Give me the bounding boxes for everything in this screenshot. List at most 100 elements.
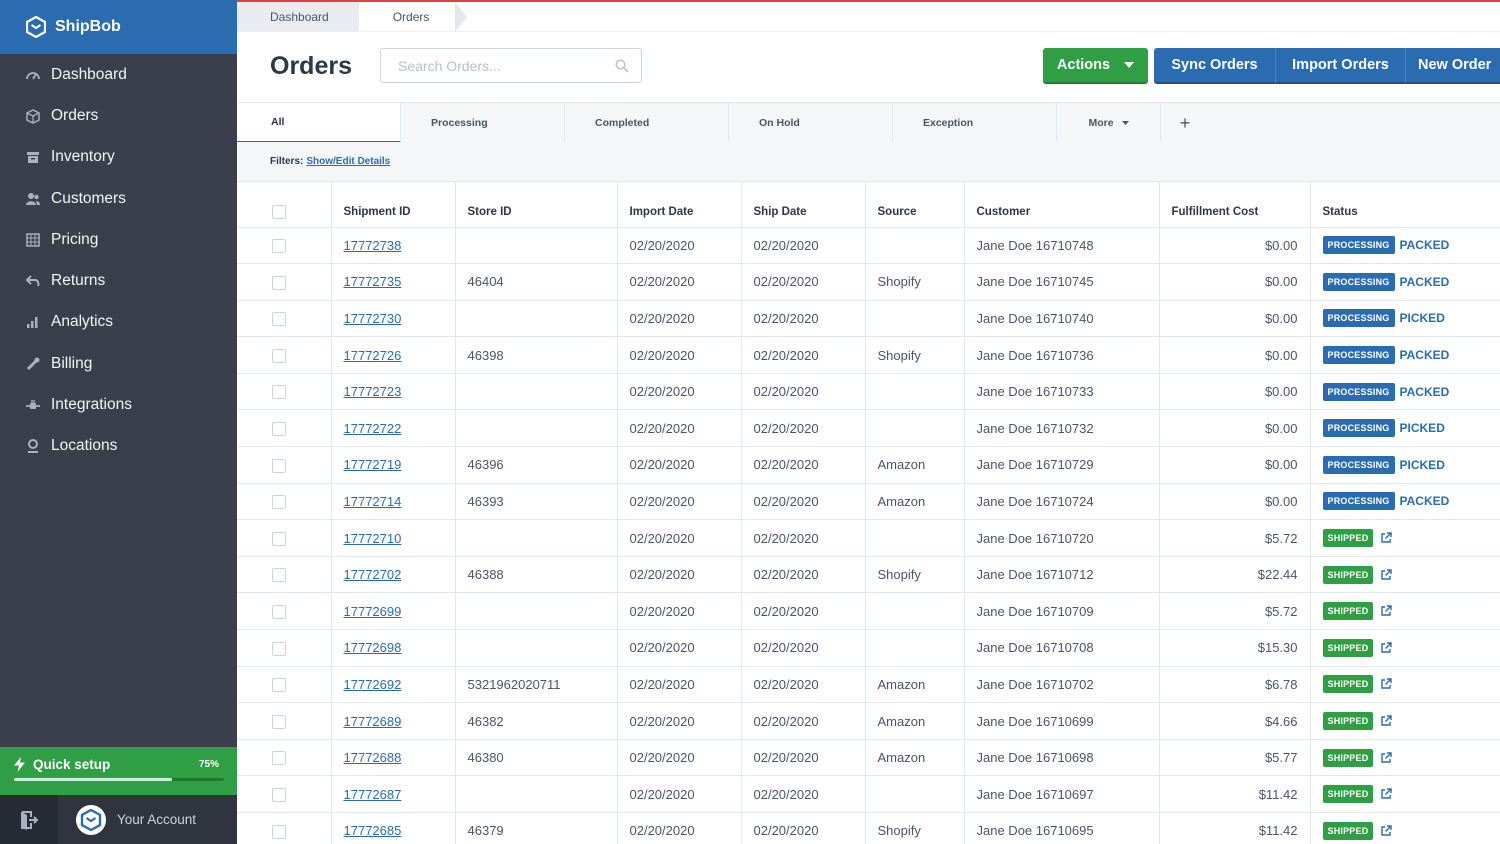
- sidebar-item-dashboard[interactable]: Dashboard: [0, 54, 237, 95]
- column-header-source[interactable]: Source: [865, 182, 965, 228]
- table-row[interactable]: 17772738 02/20/2020 02/20/2020 Jane Doe 167…: [237, 227, 1500, 265]
- shipment-id-link[interactable]: 17772719: [343, 457, 402, 473]
- row-checkbox[interactable]: [272, 458, 286, 473]
- search-input[interactable]: [398, 57, 598, 74]
- account-avatar[interactable]: [76, 804, 106, 835]
- table-row[interactable]: 17772723 02/20/2020 02/20/2020 Jane Doe 167…: [237, 373, 1500, 411]
- search-box[interactable]: [380, 48, 642, 83]
- external-link-icon[interactable]: [1380, 605, 1393, 617]
- external-link-icon[interactable]: [1380, 532, 1393, 544]
- search-icon[interactable]: [615, 58, 629, 73]
- row-checkbox[interactable]: [272, 385, 286, 400]
- tab-processing[interactable]: Processing: [401, 103, 565, 143]
- row-checkbox[interactable]: [272, 568, 286, 583]
- import-orders-button[interactable]: Import Orders: [1275, 48, 1405, 84]
- external-link-icon[interactable]: [1380, 788, 1393, 800]
- shipment-id-link[interactable]: 17772730: [343, 310, 402, 326]
- breadcrumb-dashboard[interactable]: Dashboard: [237, 2, 373, 32]
- table-row[interactable]: 17772710 02/20/2020 02/20/2020 Jane Doe 167…: [237, 519, 1500, 557]
- table-row[interactable]: 17772719 46396 02/20/2020 02/20/2020 Amazon J…: [237, 446, 1500, 484]
- tab-more[interactable]: More: [1057, 103, 1161, 143]
- external-link-icon[interactable]: [1380, 825, 1393, 837]
- add-tab-button[interactable]: +: [1161, 103, 1209, 143]
- external-link-icon[interactable]: [1380, 751, 1393, 764]
- shipment-id-link[interactable]: 17772738: [343, 237, 402, 253]
- tab-on-hold[interactable]: On Hold: [729, 103, 893, 143]
- table-row[interactable]: 17772698 02/20/2020 02/20/2020 Jane Doe 167…: [237, 629, 1500, 667]
- row-checkbox[interactable]: [272, 824, 286, 839]
- sidebar-item-analytics[interactable]: Analytics: [0, 302, 237, 343]
- tab-completed[interactable]: Completed: [565, 103, 729, 143]
- sync-orders-button[interactable]: Sync Orders: [1154, 48, 1275, 84]
- table-row[interactable]: 17772699 02/20/2020 02/20/2020 Jane Doe 167…: [237, 592, 1500, 631]
- column-header-ship-date[interactable]: Ship Date: [741, 182, 866, 228]
- table-row[interactable]: 17772714 46393 02/20/2020 02/20/2020 Amazon J…: [237, 483, 1500, 521]
- row-checkbox[interactable]: [272, 714, 286, 729]
- table-row[interactable]: 17772730 02/20/2020 02/20/2020 Jane Doe 167…: [237, 300, 1500, 338]
- column-header-status[interactable]: Status: [1310, 182, 1500, 228]
- table-row[interactable]: 17772688 46380 02/20/2020 02/20/2020 Amazon J…: [237, 739, 1500, 777]
- column-header-customer[interactable]: Customer: [964, 182, 1160, 228]
- shipment-id-link[interactable]: 17772714: [343, 493, 402, 509]
- table-row[interactable]: 17772687 02/20/2020 02/20/2020 Jane Doe 167…: [237, 775, 1500, 813]
- column-header-fulfillment-cost[interactable]: Fulfillment Cost: [1159, 182, 1311, 228]
- table-row[interactable]: 17772685 46379 02/20/2020 02/20/2020 Shopify…: [237, 812, 1500, 844]
- row-checkbox[interactable]: [272, 678, 286, 693]
- account-label[interactable]: Your Account: [117, 812, 197, 827]
- brand-header[interactable]: ShipBob: [0, 0, 237, 54]
- sidebar-item-locations[interactable]: Locations: [0, 426, 237, 467]
- external-link-icon[interactable]: [1380, 715, 1393, 727]
- row-checkbox[interactable]: [272, 275, 286, 290]
- shipment-id-link[interactable]: 17772723: [343, 384, 402, 400]
- sidebar-item-orders[interactable]: Orders: [0, 95, 237, 136]
- select-all-checkbox[interactable]: [272, 205, 286, 220]
- row-checkbox[interactable]: [272, 422, 286, 437]
- row-checkbox[interactable]: [272, 787, 286, 802]
- show-edit-details-link[interactable]: Show/Edit Details: [306, 156, 391, 167]
- actions-button[interactable]: Actions: [1043, 48, 1148, 84]
- table-row[interactable]: 17772689 46382 02/20/2020 02/20/2020 Amazon J…: [237, 702, 1500, 740]
- row-checkbox[interactable]: [272, 641, 286, 656]
- row-checkbox[interactable]: [272, 605, 286, 620]
- row-checkbox[interactable]: [272, 495, 286, 510]
- shipment-id-link[interactable]: 17772698: [343, 640, 402, 656]
- shipment-id-link[interactable]: 17772726: [343, 347, 402, 363]
- column-header-import-date[interactable]: Import Date: [617, 182, 742, 228]
- row-checkbox[interactable]: [272, 348, 286, 363]
- row-checkbox[interactable]: [272, 531, 286, 546]
- tab-exception[interactable]: Exception: [893, 103, 1057, 143]
- sidebar-item-inventory[interactable]: Inventory: [0, 137, 237, 178]
- sidebar-item-customers[interactable]: Customers: [0, 178, 237, 219]
- shipment-id-link[interactable]: 17772722: [343, 420, 402, 436]
- shipment-id-link[interactable]: 17772689: [343, 713, 402, 729]
- shipment-id-link[interactable]: 17772710: [343, 530, 402, 546]
- external-link-icon[interactable]: [1380, 568, 1393, 581]
- shipment-id-link[interactable]: 17772735: [343, 274, 402, 290]
- logout-button[interactable]: [0, 795, 58, 844]
- sidebar-item-integrations[interactable]: Integrations: [0, 384, 237, 425]
- tab-all[interactable]: All: [237, 103, 401, 143]
- shipment-id-link[interactable]: 17772685: [343, 823, 402, 839]
- table-row[interactable]: 17772702 46388 02/20/2020 02/20/2020 Shopify…: [237, 556, 1500, 594]
- shipment-id-link[interactable]: 17772699: [343, 603, 402, 619]
- row-checkbox[interactable]: [272, 751, 286, 766]
- external-link-icon[interactable]: [1380, 642, 1393, 654]
- row-checkbox[interactable]: [272, 312, 286, 327]
- sidebar-item-pricing[interactable]: Pricing: [0, 219, 237, 260]
- sidebar-item-billing[interactable]: Billing: [0, 343, 237, 384]
- shipment-id-link[interactable]: 17772687: [343, 786, 402, 802]
- table-row[interactable]: 17772722 02/20/2020 02/20/2020 Jane Doe 167…: [237, 409, 1500, 448]
- new-order-button[interactable]: New Order: [1405, 48, 1500, 84]
- sidebar-item-returns[interactable]: Returns: [0, 260, 237, 301]
- quick-setup-panel[interactable]: Quick setup 75%: [0, 747, 237, 795]
- column-header-shipment-id[interactable]: Shipment ID: [331, 182, 456, 228]
- table-row[interactable]: 17772726 46398 02/20/2020 02/20/2020 Shopify…: [237, 336, 1500, 374]
- table-row[interactable]: 17772735 46404 02/20/2020 02/20/2020 Shopify…: [237, 263, 1500, 301]
- column-header-store-id[interactable]: Store ID: [455, 182, 618, 228]
- row-checkbox[interactable]: [272, 239, 286, 254]
- external-link-icon[interactable]: [1380, 678, 1393, 690]
- shipment-id-link[interactable]: 17772702: [343, 567, 402, 583]
- shipment-id-link[interactable]: 17772688: [343, 750, 402, 766]
- table-row[interactable]: 17772692 5321962020711 02/20/2020 02/20/202…: [237, 666, 1500, 704]
- shipment-id-link[interactable]: 17772692: [343, 676, 402, 692]
